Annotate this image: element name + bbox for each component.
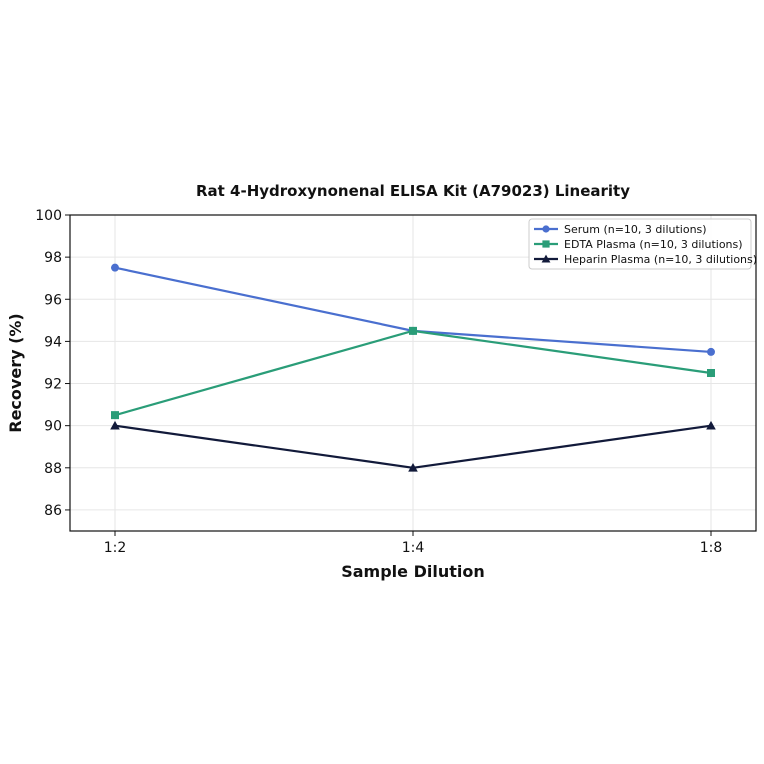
legend-entry: Heparin Plasma (n=10, 3 dilutions) <box>534 253 757 266</box>
data-point <box>111 263 119 272</box>
data-point <box>707 369 715 377</box>
y-axis-label: Recovery (%) <box>6 313 25 432</box>
data-point <box>111 411 119 420</box>
series-2 <box>111 326 715 420</box>
data-point <box>408 463 418 472</box>
x-tick-label: 1:8 <box>700 540 723 556</box>
legend-entry: EDTA Plasma (n=10, 3 dilutions) <box>534 238 743 251</box>
data-point <box>110 420 120 430</box>
y-tick-label: 96 <box>44 292 62 308</box>
y-tick-label: 90 <box>44 419 62 435</box>
data-point <box>409 326 417 335</box>
x-tick-label: 1:4 <box>402 540 425 556</box>
x-axis-label: Sample Dilution <box>341 562 485 581</box>
y-tick-label: 100 <box>35 208 62 224</box>
x-axis-ticks: 1:2 1:4 1:8 <box>104 531 723 556</box>
legend-label: EDTA Plasma (n=10, 3 dilutions) <box>564 238 743 251</box>
legend-swatch-marker <box>541 254 551 263</box>
legend-label: Heparin Plasma (n=10, 3 dilutions) <box>564 253 757 266</box>
data-point <box>707 347 715 356</box>
y-axis-ticks: 86 88 90 92 94 96 98 100 <box>35 208 70 519</box>
legend-entry: Serum (n=10, 3 dilutions) <box>534 223 707 236</box>
x-tick-label: 1:2 <box>104 540 127 556</box>
legend-box <box>528 218 752 270</box>
legend-swatch-marker <box>542 225 550 233</box>
y-tick-label: 94 <box>44 334 62 350</box>
chart-title: Rat 4-Hydroxynonenal ELISA Kit (A79023) … <box>196 182 630 200</box>
series-3 <box>110 420 716 472</box>
series-layer <box>110 263 716 472</box>
legend-label: Serum (n=10, 3 dilutions) <box>564 223 707 236</box>
data-point <box>706 420 716 430</box>
y-tick-label: 92 <box>44 377 62 393</box>
legend: Serum (n=10, 3 dilutions) EDTA Plasma (n=… <box>528 218 757 270</box>
y-tick-label: 88 <box>44 461 62 477</box>
y-tick-label: 98 <box>44 250 62 266</box>
legend-swatch-marker <box>542 240 550 248</box>
y-tick-label: 86 <box>44 503 62 519</box>
